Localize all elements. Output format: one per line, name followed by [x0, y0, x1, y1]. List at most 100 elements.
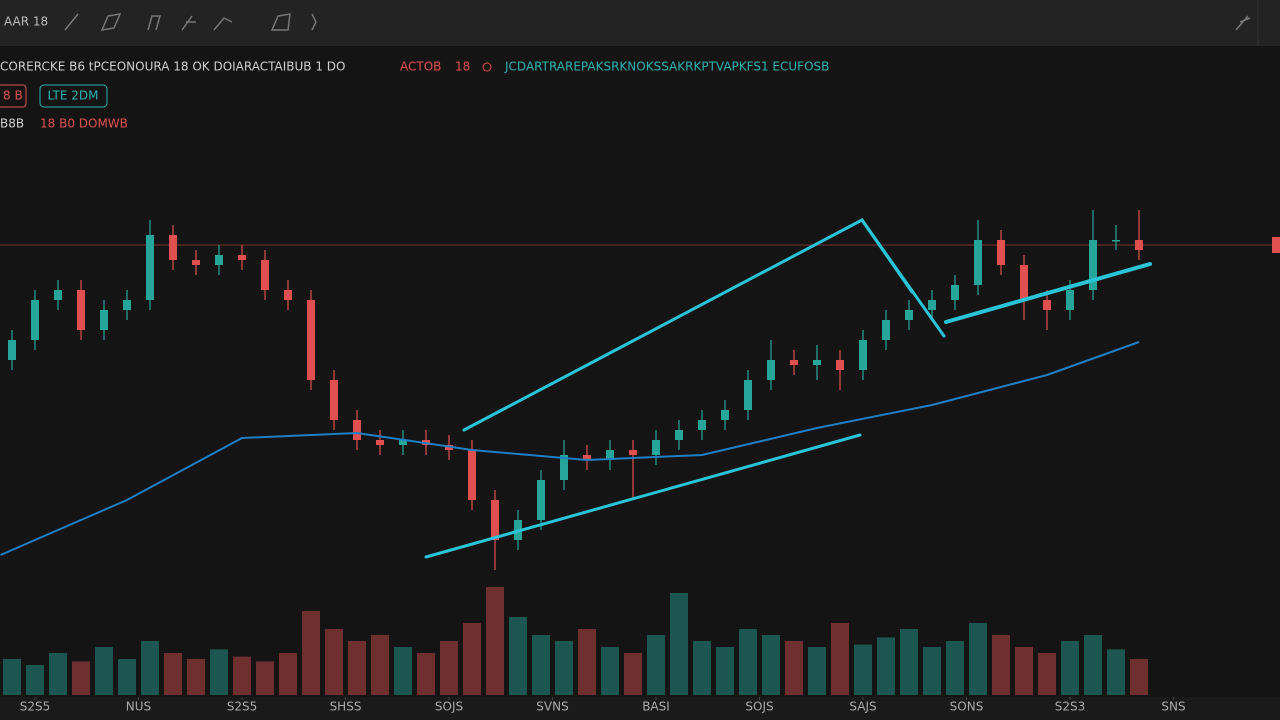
tool-icon[interactable]: [270, 13, 291, 31]
candle-body: [1066, 290, 1074, 310]
volume-bar: [1084, 635, 1102, 695]
volume-bar: [1038, 653, 1056, 695]
volume-bar: [440, 641, 458, 695]
tool-icon[interactable]: [1235, 15, 1251, 31]
volume-bar: [739, 629, 757, 695]
candle-body: [146, 235, 154, 300]
legend-title: CORERCKE B6 tPCEONOURA 18 OK DOIARACTAIB…: [0, 60, 345, 74]
x-tick-label: SOJS: [745, 700, 773, 714]
x-tick-label: SAJS: [849, 700, 876, 714]
x-tick-label: SONS: [950, 700, 984, 714]
candle-body: [100, 310, 108, 330]
candle-body: [882, 320, 890, 340]
badge: [0, 84, 27, 108]
volume-bar: [601, 647, 619, 695]
volume-bar: [233, 656, 251, 695]
x-tick-label: NUS: [126, 700, 151, 714]
x-tick-label: S2S5: [227, 700, 258, 714]
volume-bar: [95, 647, 113, 695]
tool-icon[interactable]: [64, 13, 79, 31]
toolbar-icons: [64, 13, 1251, 31]
candle-body: [77, 290, 85, 330]
trendline: [424, 433, 862, 559]
tool-icon[interactable]: [147, 15, 161, 31]
candle-body: [537, 480, 545, 520]
volume-bar: [417, 653, 435, 695]
candle-body: [974, 240, 982, 285]
candle-body: [928, 300, 936, 310]
candle-body: [491, 500, 499, 540]
button-text[interactable]: LTE 2DM: [48, 89, 99, 103]
volume-bar: [900, 629, 918, 695]
tool-icon[interactable]: [181, 15, 196, 31]
candle-body: [813, 360, 821, 365]
candle-body: [698, 420, 706, 430]
candle-body: [583, 455, 591, 460]
volume-bar: [302, 611, 320, 695]
button[interactable]: [39, 84, 108, 108]
volume-bar: [164, 653, 182, 695]
tool-icon[interactable]: [100, 13, 122, 31]
candle-body: [859, 340, 867, 370]
x-tick-label: S2S5: [20, 700, 51, 714]
candle-body: [284, 290, 292, 300]
candle-body: [169, 235, 177, 260]
tool-icon[interactable]: [213, 17, 233, 31]
volume-bar: [578, 629, 596, 695]
volume-bar: [877, 637, 895, 695]
tool-icon[interactable]: [311, 13, 317, 31]
candle-body: [1043, 300, 1051, 310]
trendline: [860, 218, 914, 294]
candle-body: [629, 450, 637, 455]
candle-body: [8, 340, 16, 360]
x-tick-label: BASI: [642, 700, 670, 714]
candle-body: [1135, 240, 1143, 250]
volume-bar: [647, 635, 665, 695]
volume-bar: [716, 647, 734, 695]
legend-dot: [482, 62, 492, 72]
legend-info: JCDARTRAREPAKSRKNOKSSAKRKPTVAPKFS1 ECUFO…: [504, 60, 829, 74]
candle-body: [215, 255, 223, 265]
candle-body: [767, 360, 775, 380]
candle-body: [675, 430, 683, 440]
trendlines: [424, 218, 1152, 559]
candle-body: [353, 420, 361, 440]
candle-body: [997, 240, 1005, 265]
candle-body: [721, 410, 729, 420]
volume-bar: [854, 644, 872, 695]
candle-body: [560, 455, 568, 480]
candle-body: [951, 285, 959, 300]
volume-bar: [279, 653, 297, 695]
volume-bar: [555, 641, 573, 695]
x-tick-label: SNS: [1161, 700, 1185, 714]
legend-row: B8B: [0, 117, 24, 131]
x-tick-label: SVNS: [536, 700, 568, 714]
volume-bar: [463, 623, 481, 695]
candle-body: [238, 255, 246, 260]
candle-body: [652, 440, 660, 455]
volume-bar: [141, 641, 159, 695]
candle-body: [836, 360, 844, 370]
trendline: [944, 262, 1152, 324]
plot: S2S5 NUS S2S5 SHSS SOJS SVNS BASI SOJS SAJS SONS S…: [0, 210, 1280, 720]
volume-bar: [946, 641, 964, 695]
volume-bar: [394, 647, 412, 695]
volume-bar: [808, 647, 826, 695]
volume-bar: [1130, 659, 1148, 695]
volume-bar: [992, 635, 1010, 695]
candle-body: [790, 360, 798, 365]
volume-bar: [693, 641, 711, 695]
moving-average: [0, 341, 1140, 556]
candle-body: [399, 440, 407, 445]
x-tick-label: S2S3: [1055, 700, 1086, 714]
volume-bar: [831, 623, 849, 695]
candle-body: [330, 380, 338, 420]
volume-bar: [210, 649, 228, 695]
symbol[interactable]: AAR 18: [4, 15, 48, 29]
volume-bar: [785, 641, 803, 695]
volume-bar: [532, 635, 550, 695]
candle-body: [1089, 240, 1097, 290]
volume-bar: [49, 653, 67, 695]
volume-bar: [1107, 649, 1125, 695]
